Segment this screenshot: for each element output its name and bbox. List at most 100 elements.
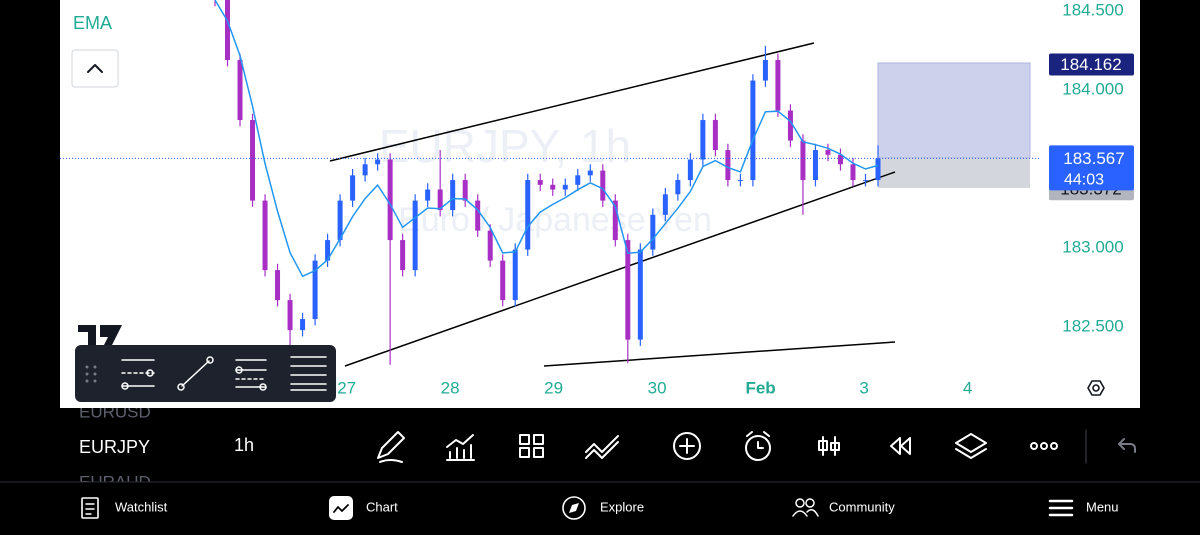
chart-type-icon[interactable] bbox=[818, 436, 840, 456]
trend-line[interactable] bbox=[329, 42, 815, 162]
candle-body bbox=[800, 140, 806, 181]
nav-label[interactable]: Explore bbox=[600, 499, 644, 514]
candle-body bbox=[425, 189, 431, 201]
alert-icon[interactable] bbox=[745, 435, 771, 461]
candle-body bbox=[262, 200, 268, 271]
candle-body bbox=[237, 60, 243, 121]
indicator-label[interactable]: EMA bbox=[73, 13, 112, 33]
nav-label[interactable]: Community bbox=[829, 499, 895, 514]
candle-body bbox=[650, 214, 656, 250]
candle-body bbox=[700, 120, 706, 160]
candle-body bbox=[625, 240, 631, 340]
tv-logo bbox=[78, 325, 122, 349]
nav-item[interactable]: Explore bbox=[562, 496, 644, 520]
compare-icon[interactable] bbox=[585, 435, 619, 459]
nav-item[interactable]: Community bbox=[792, 498, 895, 517]
candle-body bbox=[812, 150, 818, 181]
candle-body bbox=[225, 0, 231, 61]
draw-icon[interactable] bbox=[377, 431, 405, 463]
candle-body bbox=[462, 180, 468, 201]
settings-icon[interactable] bbox=[1087, 380, 1105, 396]
undo-icon[interactable] bbox=[1118, 438, 1136, 453]
candle-body bbox=[412, 200, 418, 271]
candle-body bbox=[275, 270, 281, 301]
drag-handle[interactable] bbox=[85, 365, 97, 383]
candle-body bbox=[750, 80, 756, 181]
nav-item[interactable]: Menu bbox=[1048, 499, 1119, 517]
candle-body bbox=[287, 300, 293, 331]
add-icon[interactable] bbox=[673, 432, 701, 460]
candle-body bbox=[512, 249, 518, 301]
candle-body bbox=[437, 189, 443, 211]
y-tick-label: 182.500 bbox=[1062, 316, 1123, 335]
stop-zone[interactable] bbox=[878, 158, 1030, 188]
candle-body bbox=[762, 60, 768, 81]
toolbar-icons bbox=[377, 429, 1136, 464]
candle-body bbox=[850, 164, 856, 181]
more-icon[interactable] bbox=[1030, 442, 1038, 450]
y-tick-label: 183.000 bbox=[1062, 237, 1123, 256]
nav-label[interactable]: Menu bbox=[1086, 499, 1119, 514]
candle-body bbox=[612, 200, 618, 241]
symbol[interactable]: EURAUD bbox=[79, 472, 151, 491]
candle-body bbox=[725, 150, 731, 181]
candle-body bbox=[712, 120, 718, 151]
y-tick-label: 184.500 bbox=[1062, 1, 1123, 20]
nav-label[interactable]: Chart bbox=[366, 499, 398, 514]
bottom-nav: Watchlist Chart Explore Community Menu bbox=[81, 496, 1119, 520]
x-tick-label: 4 bbox=[963, 378, 972, 397]
x-tick-label: 29 bbox=[544, 378, 563, 397]
candle-body bbox=[600, 170, 606, 201]
candle-body bbox=[775, 60, 781, 111]
candle-body bbox=[787, 110, 793, 141]
watermark-symbol: EURJPY, 1h bbox=[379, 120, 631, 172]
candle-body bbox=[325, 240, 331, 261]
nav-item[interactable]: Watchlist bbox=[81, 497, 168, 519]
candle-body bbox=[550, 184, 556, 190]
candle-body bbox=[662, 194, 668, 215]
tool-icon[interactable] bbox=[121, 359, 155, 390]
replay-icon[interactable] bbox=[890, 437, 911, 455]
button-frame[interactable] bbox=[71, 49, 119, 88]
candle-body bbox=[737, 180, 743, 182]
symbol-active[interactable]: EURJPY bbox=[79, 437, 150, 457]
candle-body bbox=[362, 164, 368, 176]
candle-body bbox=[337, 200, 343, 241]
toolbar-panel bbox=[75, 345, 336, 402]
indicators-icon[interactable] bbox=[446, 434, 475, 461]
nav-item[interactable]: Chart bbox=[329, 496, 398, 520]
x-tick-label: 30 bbox=[648, 378, 667, 397]
candle-body bbox=[387, 159, 393, 241]
candle-body bbox=[500, 260, 506, 301]
trend-line[interactable] bbox=[543, 341, 896, 367]
templates-icon[interactable] bbox=[519, 434, 544, 458]
candle-body bbox=[875, 158, 881, 181]
chevron-up bbox=[87, 64, 103, 73]
tool-icon[interactable] bbox=[177, 356, 214, 391]
symbol-list[interactable]: EURUSD EURJPY EURAUD bbox=[79, 402, 151, 491]
candle-body bbox=[862, 180, 868, 182]
tool-icon[interactable] bbox=[290, 356, 327, 391]
target-zone[interactable] bbox=[877, 62, 1031, 159]
candle-body bbox=[637, 249, 643, 340]
candle-body bbox=[562, 184, 568, 190]
collapse-button[interactable] bbox=[71, 49, 119, 88]
drawing-toolbar bbox=[75, 345, 336, 402]
candle-body bbox=[837, 154, 843, 165]
candle-body bbox=[250, 120, 256, 201]
nav-label[interactable]: Watchlist bbox=[115, 499, 168, 514]
y-tick-label: 184.000 bbox=[1062, 80, 1123, 99]
x-tick-label: Feb bbox=[745, 378, 775, 397]
x-tick-label: 3 bbox=[859, 378, 868, 397]
layers-icon[interactable] bbox=[955, 433, 987, 459]
price-label: 184.162 bbox=[1060, 55, 1121, 74]
interval[interactable]: 1h bbox=[234, 435, 254, 455]
candle-body bbox=[537, 180, 543, 185]
symbol[interactable]: EURUSD bbox=[79, 402, 151, 421]
ema-line bbox=[214, 0, 879, 278]
candle-body bbox=[350, 175, 356, 201]
candle-body bbox=[312, 260, 318, 320]
tool-icon[interactable] bbox=[235, 359, 267, 391]
candle-body bbox=[525, 180, 531, 250]
